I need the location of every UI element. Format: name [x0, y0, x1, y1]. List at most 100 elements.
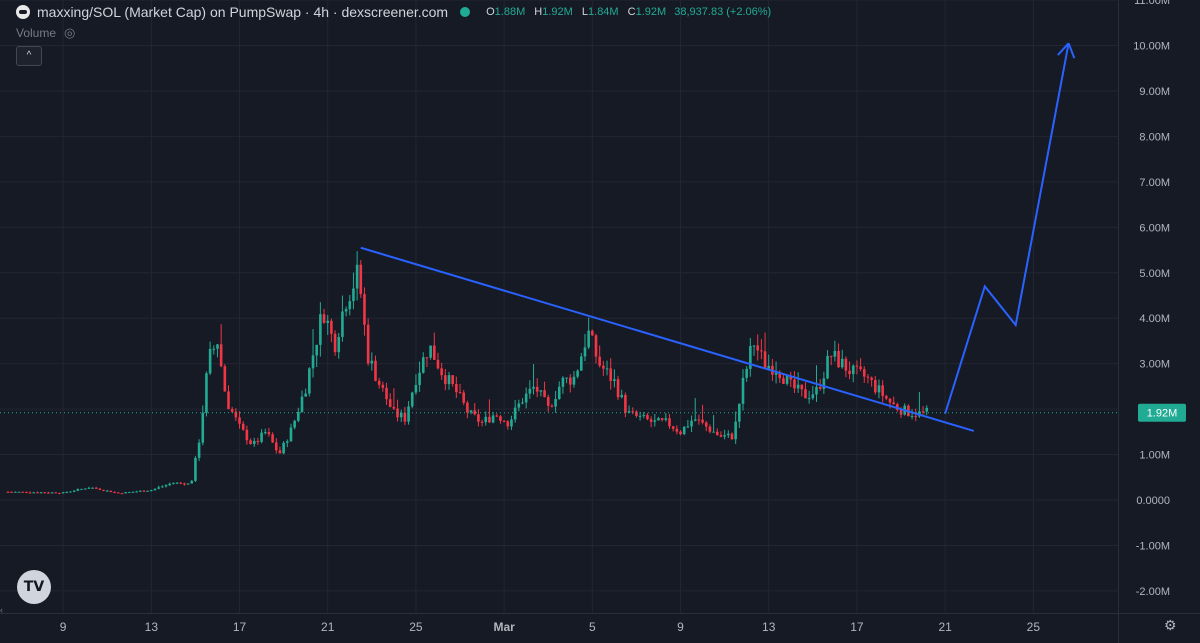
candle-body: [881, 385, 884, 396]
projection-arrowhead: [1057, 42, 1070, 56]
candle-body: [194, 457, 197, 481]
low-key: L: [581, 6, 589, 18]
candle-body: [480, 421, 484, 423]
x-tick-label: 9: [677, 620, 684, 634]
candle-body: [576, 370, 579, 377]
candle-body: [690, 420, 693, 427]
volume-indicator[interactable]: Volume ◎: [16, 25, 75, 41]
candle-body: [421, 357, 425, 373]
candle-body: [6, 491, 10, 493]
candle-body: [91, 487, 94, 489]
candle-body: [818, 386, 822, 389]
tradingview-logo[interactable]: TV: [17, 570, 51, 604]
candle-body: [234, 411, 238, 418]
candle-body: [263, 432, 267, 434]
y-tick-label: 7.00M: [1139, 177, 1170, 189]
candle-body: [282, 442, 285, 454]
projection-path: [944, 43, 1070, 414]
candle-body: [679, 431, 682, 435]
live-status-dot: [460, 7, 471, 17]
candle-body: [21, 491, 24, 493]
candle-body: [730, 433, 734, 440]
candle-body: [175, 482, 179, 484]
last-price-label: 1.92M: [1147, 408, 1178, 420]
scroll-left-icon[interactable]: ‹: [0, 605, 3, 615]
candle-body: [546, 396, 550, 406]
candle-body: [568, 377, 572, 385]
candle-body: [811, 394, 815, 399]
x-tick-label: 13: [145, 620, 159, 634]
candle-body: [190, 480, 194, 484]
candle-body: [120, 493, 124, 495]
candle-body: [444, 375, 447, 385]
candle-body: [510, 419, 513, 427]
candle-body: [87, 487, 91, 489]
candle-body: [719, 435, 723, 437]
candle-body: [855, 365, 859, 367]
candle-body: [760, 350, 763, 352]
candle-body: [682, 426, 686, 435]
candle-body: [870, 377, 873, 380]
candle-body: [36, 492, 39, 494]
candle-body: [469, 410, 473, 413]
candle-body: [646, 414, 649, 420]
candle-body: [609, 368, 612, 381]
volume-label: Volume: [16, 26, 57, 40]
candle-body: [105, 490, 109, 492]
candle-body: [260, 432, 263, 442]
candle-body: [704, 422, 708, 427]
candle-body: [649, 419, 653, 422]
candle-body: [631, 411, 635, 413]
candle-body: [183, 483, 186, 485]
y-tick-label: 6.00M: [1139, 222, 1170, 234]
candle-body: [826, 355, 829, 379]
candle-body: [403, 412, 407, 422]
x-tick-label: 17: [850, 620, 864, 634]
x-tick-label: 9: [60, 620, 67, 634]
candle-body: [388, 399, 392, 407]
candle-body: [793, 379, 796, 389]
y-tick-label: 5.00M: [1139, 268, 1170, 280]
candle-body: [466, 402, 469, 413]
y-tick-label: 0.0000: [1136, 495, 1170, 507]
eye-crossed-icon[interactable]: ◎: [64, 25, 76, 40]
candle-body: [352, 288, 355, 302]
candle-body: [807, 398, 811, 400]
high-value: 1.92M: [542, 6, 573, 18]
candle-body: [355, 264, 359, 289]
candle-body: [10, 491, 13, 493]
candle-body: [572, 376, 576, 385]
gear-icon[interactable]: ⚙: [1164, 617, 1177, 633]
candle-body: [455, 383, 458, 393]
candle-body: [238, 417, 241, 424]
candle-body: [216, 344, 219, 349]
candle-body: [756, 345, 759, 351]
candle-body: [102, 489, 105, 491]
candle-body: [892, 402, 895, 405]
y-tick-label: -2.00M: [1136, 586, 1170, 598]
candle-body: [201, 412, 205, 443]
candle-body: [172, 482, 175, 484]
candle-body: [197, 442, 201, 458]
candle-body: [407, 406, 410, 422]
candle-body: [341, 311, 344, 337]
candle-body: [627, 411, 631, 413]
candle-body: [433, 345, 436, 360]
candle-body: [877, 385, 881, 393]
candle-body: [591, 330, 594, 336]
candle-body: [499, 416, 502, 421]
candle-body: [616, 379, 620, 398]
candle-body: [399, 412, 403, 418]
candle-body: [859, 366, 862, 370]
descending-trendline: [360, 246, 975, 432]
candle-body: [54, 492, 58, 494]
candle-body: [829, 355, 833, 357]
candle-body: [146, 490, 149, 492]
candle-body: [543, 390, 546, 397]
collapse-button[interactable]: ^: [16, 46, 42, 66]
candle-body: [131, 491, 135, 493]
candle-body: [271, 434, 274, 443]
candle-body: [124, 492, 127, 494]
candle-body: [69, 491, 72, 493]
